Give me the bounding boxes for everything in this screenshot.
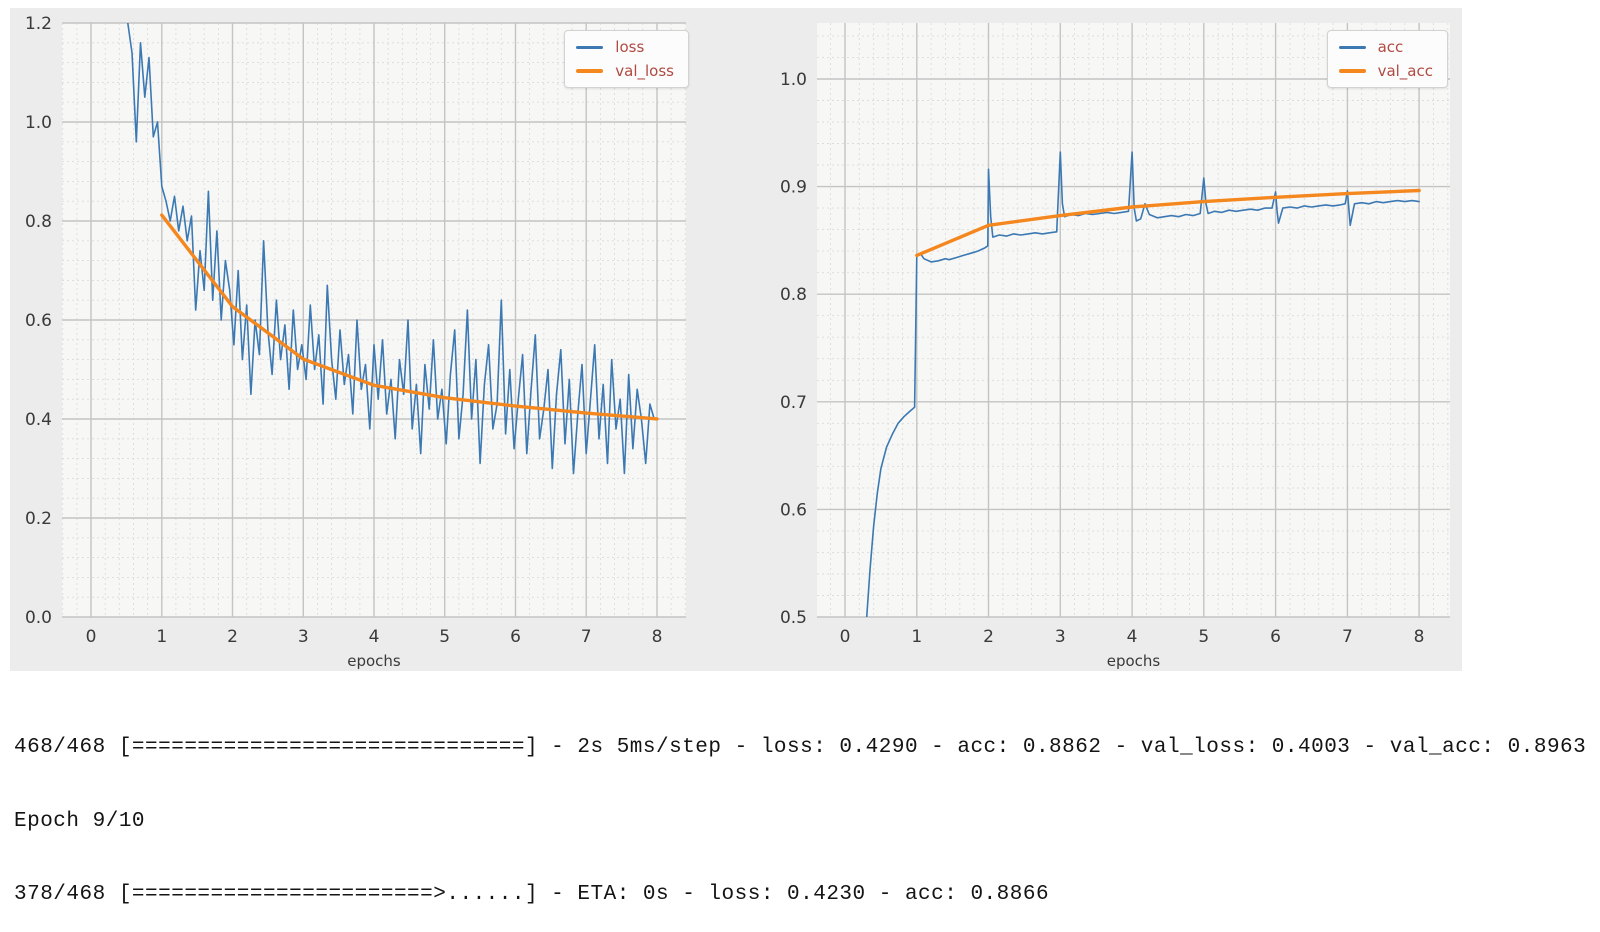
svg-text:4: 4 [1127, 627, 1138, 647]
acc-line-sample-icon [1338, 45, 1366, 49]
svg-text:1: 1 [156, 627, 167, 647]
svg-text:0.2: 0.2 [25, 509, 52, 529]
svg-text:5: 5 [439, 627, 450, 647]
loss-chart-legend: loss val_loss [564, 30, 689, 88]
loss-chart: 0 1 2 3 4 5 6 7 8 0.0 0.2 0.4 0.6 0.8 1.0 1.2 epochs los… [10, 8, 726, 671]
legend-label-acc: acc [1377, 38, 1404, 56]
svg-text:0.6: 0.6 [25, 311, 52, 331]
svg-text:6: 6 [1270, 627, 1281, 647]
svg-text:8: 8 [1414, 627, 1425, 647]
svg-text:4: 4 [369, 627, 380, 647]
legend-label-loss: loss [615, 38, 645, 56]
svg-text:1: 1 [911, 627, 922, 647]
svg-text:2: 2 [983, 627, 994, 647]
legend-label-val-acc: val_acc [1377, 62, 1433, 80]
legend-entry-val-acc: val_acc [1338, 62, 1433, 80]
svg-text:0.6: 0.6 [780, 500, 807, 520]
loss-chart-canvas: 0 1 2 3 4 5 6 7 8 0.0 0.2 0.4 0.6 0.8 1.0 1.2 epochs [25, 14, 686, 670]
console-output: 468/468 [==============================]… [14, 687, 1586, 932]
svg-text:5: 5 [1198, 627, 1209, 647]
console-line-epoch: Epoch 9/10 [14, 809, 146, 833]
svg-text:1.2: 1.2 [25, 14, 52, 34]
console-line-progress-running: 378/468 [=======================>......]… [14, 883, 1050, 906]
svg-text:0.8: 0.8 [780, 285, 807, 305]
training-curves-figure: 0 1 2 3 4 5 6 7 8 0.0 0.2 0.4 0.6 0.8 1.0 1.2 epochs los… [10, 8, 1462, 671]
legend-entry-acc: acc [1338, 38, 1433, 56]
x-axis-label: epochs [1107, 652, 1161, 670]
svg-text:3: 3 [298, 627, 309, 647]
svg-text:6: 6 [510, 627, 521, 647]
svg-text:0: 0 [86, 627, 97, 647]
x-axis-label: epochs [347, 652, 401, 670]
loss-series-line [127, 23, 655, 475]
legend-label-val-loss: val_loss [615, 62, 674, 80]
accuracy-chart-legend: acc val_acc [1326, 30, 1448, 88]
svg-text:0.8: 0.8 [25, 212, 52, 232]
svg-text:0: 0 [840, 627, 851, 647]
legend-entry-loss: loss [576, 39, 674, 55]
tick-labels: 0 1 2 3 4 5 6 7 8 0.5 0.6 0.7 0.8 0.9 1.0 [780, 70, 1425, 647]
svg-text:7: 7 [1342, 627, 1353, 647]
plot-area [817, 23, 1450, 617]
legend-entry-val-loss: val_loss [576, 63, 674, 79]
svg-text:0.4: 0.4 [25, 410, 52, 430]
val-loss-line-sample-icon [576, 69, 604, 73]
svg-text:0.0: 0.0 [25, 608, 52, 628]
accuracy-chart: 0 1 2 3 4 5 6 7 8 0.5 0.6 0.7 0.8 0.9 1.0 epochs acc va… [726, 8, 1462, 671]
svg-text:0.5: 0.5 [780, 608, 807, 628]
svg-text:1.0: 1.0 [25, 113, 52, 133]
svg-text:2: 2 [227, 627, 238, 647]
accuracy-chart-canvas: 0 1 2 3 4 5 6 7 8 0.5 0.6 0.7 0.8 0.9 1.0 epochs [780, 23, 1450, 670]
svg-text:1.0: 1.0 [780, 70, 807, 90]
svg-text:8: 8 [652, 627, 663, 647]
val_acc-series-line [915, 188, 1421, 258]
val_loss-series-line [160, 213, 659, 421]
tick-labels: 0 1 2 3 4 5 6 7 8 0.0 0.2 0.4 0.6 0.8 1.0 1.2 [25, 14, 662, 647]
svg-text:0.9: 0.9 [780, 178, 807, 198]
svg-text:0.7: 0.7 [780, 393, 807, 413]
svg-text:3: 3 [1055, 627, 1066, 647]
val-acc-line-sample-icon [1338, 69, 1366, 73]
console-line-progress-complete: 468/468 [==============================]… [14, 736, 1587, 759]
loss-line-sample-icon [576, 45, 604, 49]
svg-text:7: 7 [581, 627, 592, 647]
